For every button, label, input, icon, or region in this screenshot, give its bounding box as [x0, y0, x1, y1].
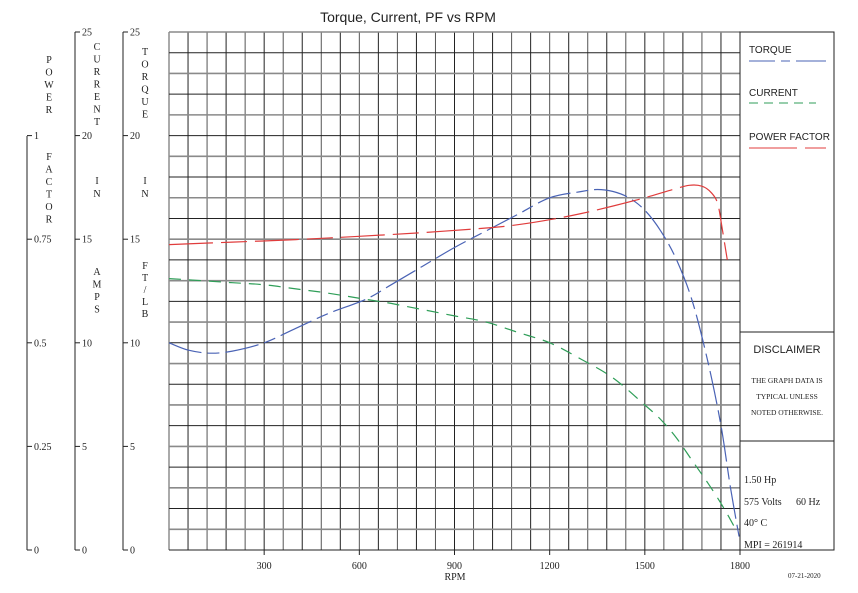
- axis-label-letter: T: [94, 117, 100, 128]
- x-tick-label: 900: [447, 561, 462, 572]
- y-tick-label: 1: [34, 131, 39, 142]
- axis-label-letter: U: [141, 97, 149, 108]
- y-tick-label: 10: [130, 338, 140, 349]
- y-tick-label: 15: [82, 235, 92, 246]
- axis-label-letter: A: [93, 267, 101, 278]
- spec-hz: 60 Hz: [796, 497, 821, 508]
- axis-label-letter: N: [93, 189, 100, 200]
- current-curve: [168, 278, 738, 532]
- axis-label-letter: P: [46, 55, 52, 66]
- axis-label-letter: U: [93, 55, 101, 66]
- axis-label-letter: C: [94, 42, 101, 53]
- axis-label-letter: T: [142, 273, 148, 284]
- x-tick-label: 1800: [730, 561, 750, 572]
- x-axis-ticks: 300 600 900 1200 1500 1800: [257, 550, 750, 572]
- chart-title: Torque, Current, PF vs RPM: [320, 9, 496, 25]
- x-tick-label: 300: [257, 561, 272, 572]
- y-tick-label: 15: [130, 235, 140, 246]
- legend-torque-label: TORQUE: [749, 45, 792, 56]
- axis-label-letter: W: [44, 80, 54, 91]
- axis-label-letter: N: [141, 189, 148, 200]
- axis-label-letter: O: [45, 68, 52, 79]
- y-tick-label: 25: [130, 28, 140, 39]
- axis-label-letter: R: [46, 105, 53, 116]
- spec-temp: 40° C: [744, 518, 767, 529]
- axis-label-letter: E: [94, 92, 100, 103]
- y-tick-label: 20: [82, 131, 92, 142]
- x-tick-label: 1200: [540, 561, 560, 572]
- torque-curve: [168, 188, 741, 542]
- y-tick-label: 10: [82, 338, 92, 349]
- y-tick-label: 0.5: [34, 338, 47, 349]
- x-tick-label: 600: [352, 561, 367, 572]
- legend-pf-label: POWER FACTOR: [749, 132, 830, 143]
- axis-label-letter: /: [144, 285, 147, 296]
- x-axis-label: RPM: [444, 572, 465, 583]
- axis-label-letter: L: [142, 297, 148, 308]
- chart-date: 07-21-2020: [788, 572, 821, 580]
- axis-label-letter: O: [141, 60, 148, 71]
- axis-label-letter: E: [46, 93, 52, 104]
- axis-label-letter: B: [142, 309, 149, 320]
- spec-mpi: MPI = 261914: [744, 540, 802, 551]
- x-tick-label: 1500: [635, 561, 655, 572]
- disclaimer-line-1: THE GRAPH DATA IS: [751, 376, 822, 385]
- axis-label-letter: R: [94, 80, 101, 91]
- axis-label-letter: M: [93, 280, 102, 291]
- legend: TORQUE CURRENT POWER FACTOR: [749, 45, 830, 149]
- axis-label-letter: R: [94, 67, 101, 78]
- legend-current-label: CURRENT: [749, 88, 798, 99]
- axis-label-letter: F: [142, 261, 148, 272]
- plot-grid: [168, 31, 741, 551]
- axis-label-letter: S: [94, 305, 100, 316]
- axis-label-letter: F: [46, 152, 52, 163]
- axis-label-letter: I: [143, 176, 146, 187]
- axis-label-letter: Q: [141, 85, 149, 96]
- axis-label-letter: R: [46, 215, 53, 226]
- y-tick-label: 5: [130, 442, 135, 453]
- disclaimer-heading: DISCLAIMER: [753, 344, 820, 356]
- spec-volts: 575 Volts: [744, 497, 782, 508]
- axis-label-letter: T: [46, 190, 52, 201]
- axis-label-letter: N: [93, 105, 100, 116]
- y-tick-label: 0: [82, 546, 87, 557]
- y-tick-label: 0: [34, 546, 39, 557]
- y-tick-label: 20: [130, 131, 140, 142]
- y-tick-label: 5: [82, 442, 87, 453]
- pf-curve: [168, 184, 728, 260]
- y-tick-label: 0.25: [34, 442, 52, 453]
- side-panel: TORQUE CURRENT POWER FACTOR DISCLAIMER T…: [739, 31, 835, 551]
- spec-hp: 1.50 Hp: [744, 475, 776, 486]
- disclaimer-line-3: NOTED OTHERWISE.: [751, 408, 823, 417]
- disclaimer: DISCLAIMER THE GRAPH DATA IS TYPICAL UNL…: [751, 344, 823, 417]
- axis-label-letter: R: [142, 72, 149, 83]
- y-tick-label: 0: [130, 546, 135, 557]
- axis-label-letter: T: [142, 47, 148, 58]
- y-tick-label: 0.75: [34, 235, 52, 246]
- axis-label-letter: C: [46, 177, 53, 188]
- axis-label-letter: A: [45, 165, 53, 176]
- axis-label-letter: O: [45, 202, 52, 213]
- axis-label-letter: P: [94, 292, 100, 303]
- axis-label-letter: E: [142, 110, 148, 121]
- plot-curves: [168, 184, 741, 542]
- y-tick-label: 25: [82, 28, 92, 39]
- axis-label-letter: I: [95, 176, 98, 187]
- motor-specs: 1.50 Hp 575 Volts 60 Hz 40° C MPI = 2619…: [744, 475, 821, 551]
- disclaimer-line-2: TYPICAL UNLESS: [756, 392, 818, 401]
